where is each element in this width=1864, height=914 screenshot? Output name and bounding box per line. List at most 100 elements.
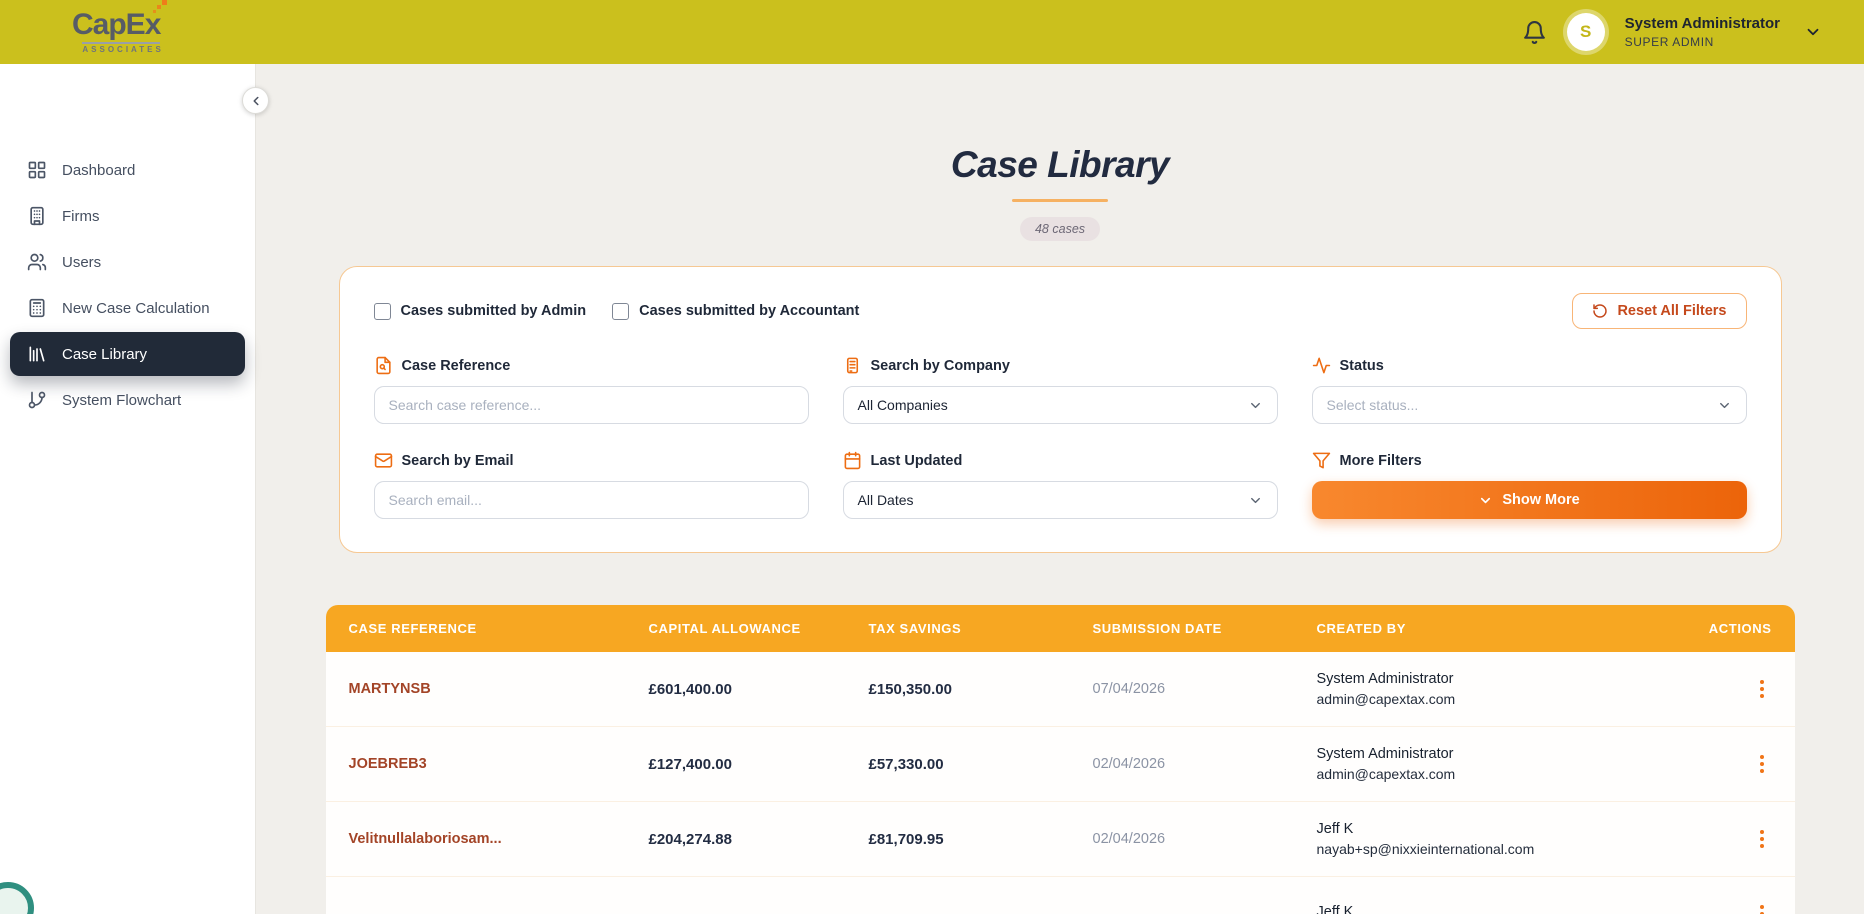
column-header-case-reference: CASE REFERENCE bbox=[348, 621, 477, 636]
created-by-cell: System Administrator admin@capextax.com bbox=[1317, 746, 1708, 782]
checkbox-label: Cases submitted by Accountant bbox=[639, 303, 860, 319]
created-by-email: nayab+sp@nixxieinternational.com bbox=[1316, 841, 1535, 857]
show-more-button[interactable]: Show More bbox=[1311, 481, 1747, 519]
created-by-cell: System Administrator admin@capextax.com bbox=[1317, 671, 1708, 707]
sidebar-item-system-flowchart[interactable]: System Flowchart bbox=[10, 378, 245, 422]
field-label: Last Updated bbox=[870, 452, 963, 469]
cases-table: CASE REFERENCE CAPITAL ALLOWANCE TAX SAV… bbox=[325, 605, 1795, 914]
sidebar-item-new-case-calculation[interactable]: New Case Calculation bbox=[10, 286, 245, 330]
avatar[interactable]: S bbox=[1566, 13, 1605, 51]
table-row: Jeff K bbox=[325, 877, 1795, 914]
accountant-checkbox[interactable] bbox=[612, 302, 630, 320]
sidebar-item-case-library[interactable]: Case Library bbox=[10, 332, 245, 376]
email-input[interactable] bbox=[388, 492, 794, 508]
row-actions-kebab-icon[interactable] bbox=[1752, 749, 1772, 779]
created-by-name: System Administrator bbox=[1316, 671, 1454, 687]
tax-savings-value: £81,709.95 bbox=[868, 830, 944, 848]
column-header-submission-date: SUBMISSION DATE bbox=[1092, 621, 1222, 636]
chevron-down-icon bbox=[1248, 398, 1263, 413]
table-row: Velitnullalaboriosam... £204,274.88 £81,… bbox=[325, 802, 1795, 877]
capital-allowance-value: £601,400.00 bbox=[648, 680, 732, 698]
rotate-ccw-icon bbox=[1592, 303, 1608, 319]
column-header-tax-savings: TAX SAVINGS bbox=[868, 621, 962, 636]
table-row: JOEBREB3 £127,400.00 £57,330.00 02/04/20… bbox=[325, 727, 1795, 802]
sidebar-item-label: New Case Calculation bbox=[62, 299, 210, 317]
created-by-name: Jeff K bbox=[1316, 821, 1354, 837]
row-actions-kebab-icon[interactable] bbox=[1752, 674, 1772, 704]
created-by-cell: Jeff K bbox=[1317, 904, 1708, 914]
filter-field-last-updated: Last Updated All Dates bbox=[842, 451, 1278, 519]
row-actions-kebab-icon[interactable] bbox=[1752, 899, 1772, 914]
column-header-actions: ACTIONS bbox=[1708, 621, 1772, 636]
created-by-name: System Administrator bbox=[1316, 746, 1454, 762]
notification-bell-icon[interactable] bbox=[1522, 20, 1547, 45]
case-reference-link[interactable]: JOEBREB3 bbox=[348, 756, 427, 772]
sidebar-item-firms[interactable]: Firms bbox=[10, 194, 245, 238]
topbar: CapEx Associates S System Administrator … bbox=[0, 0, 1864, 64]
case-reference-input-wrap bbox=[373, 386, 809, 424]
case-reference-link[interactable]: MARTYNSB bbox=[348, 681, 431, 697]
checkbox-cases-submitted-by-accountant[interactable]: Cases submitted by Accountant bbox=[612, 302, 860, 320]
field-label: Status bbox=[1339, 357, 1384, 374]
chevron-down-icon bbox=[1248, 493, 1263, 508]
status-select[interactable]: Select status... bbox=[1311, 386, 1747, 424]
company-select[interactable]: All Companies bbox=[842, 386, 1278, 424]
sidebar-item-users[interactable]: Users bbox=[10, 240, 245, 284]
submission-date-value: 02/04/2026 bbox=[1092, 756, 1166, 772]
filter-panel: Cases submitted by Admin Cases submitted… bbox=[338, 266, 1782, 553]
logo-tagline: Associates bbox=[82, 42, 161, 54]
user-menu-chevron-down-icon[interactable] bbox=[1804, 23, 1822, 41]
case-count-badge: 48 cases bbox=[1019, 217, 1101, 241]
logo-x: x bbox=[145, 0, 168, 41]
created-by-email: admin@capextax.com bbox=[1316, 766, 1456, 782]
case-reference-input[interactable] bbox=[388, 397, 794, 413]
avatar-letter: S bbox=[1580, 22, 1592, 41]
case-reference-link[interactable]: Velitnullalaboriosam... bbox=[348, 831, 502, 847]
file-search-icon bbox=[374, 356, 393, 375]
admin-checkbox[interactable] bbox=[373, 302, 391, 320]
status-select-placeholder: Select status... bbox=[1326, 397, 1419, 413]
capital-allowance-value: £127,400.00 bbox=[648, 755, 732, 773]
table-row: MARTYNSB £601,400.00 £150,350.00 07/04/2… bbox=[325, 652, 1795, 727]
sidebar-item-label: Case Library bbox=[62, 345, 148, 363]
tax-savings-value: £150,350.00 bbox=[868, 680, 952, 698]
chevron-down-icon bbox=[1717, 398, 1732, 413]
logo-pixel-dot bbox=[162, 0, 168, 5]
company-select-value: All Companies bbox=[857, 397, 948, 413]
library-icon bbox=[27, 344, 47, 364]
column-header-created-by: CREATED BY bbox=[1316, 621, 1407, 636]
field-label: Search by Company bbox=[870, 357, 1010, 374]
company-building-icon bbox=[843, 356, 862, 375]
last-updated-select-value: All Dates bbox=[857, 492, 914, 508]
capex-logo: CapEx Associates bbox=[72, 0, 168, 54]
row-actions-kebab-icon[interactable] bbox=[1752, 824, 1772, 854]
dashboard-grid-icon bbox=[27, 160, 47, 180]
checkbox-cases-submitted-by-admin[interactable]: Cases submitted by Admin bbox=[373, 302, 586, 320]
mail-icon bbox=[374, 451, 393, 470]
email-input-wrap bbox=[373, 481, 809, 519]
page-title: Case Library bbox=[950, 144, 1170, 185]
users-icon bbox=[27, 252, 47, 272]
submission-date-value: 07/04/2026 bbox=[1092, 681, 1166, 697]
sidebar-item-dashboard[interactable]: Dashboard bbox=[10, 148, 245, 192]
filter-field-status: Status Select status... bbox=[1311, 356, 1747, 424]
sidebar-collapse-button[interactable] bbox=[242, 87, 269, 114]
logo-text: CapE bbox=[72, 8, 146, 41]
chevron-down-icon bbox=[1478, 493, 1493, 508]
field-label: More Filters bbox=[1339, 452, 1422, 469]
filter-field-case-reference: Case Reference bbox=[373, 356, 809, 424]
submission-date-value: 02/04/2026 bbox=[1092, 831, 1166, 847]
chat-widget-decoration[interactable] bbox=[0, 882, 34, 914]
last-updated-select[interactable]: All Dates bbox=[842, 481, 1278, 519]
reset-all-filters-button[interactable]: Reset All Filters bbox=[1572, 293, 1747, 329]
tax-savings-value: £57,330.00 bbox=[868, 755, 944, 773]
filter-field-company: Search by Company All Companies bbox=[842, 356, 1278, 424]
git-branch-icon bbox=[27, 390, 47, 410]
created-by-cell: Jeff K nayab+sp@nixxieinternational.com bbox=[1317, 821, 1708, 857]
field-label: Case Reference bbox=[401, 357, 511, 374]
user-name: System Administrator bbox=[1624, 15, 1780, 32]
filter-field-more-filters: More Filters Show More bbox=[1311, 451, 1747, 519]
sidebar-item-label: Users bbox=[62, 253, 102, 271]
table-header-row: CASE REFERENCE CAPITAL ALLOWANCE TAX SAV… bbox=[325, 605, 1795, 652]
logo-pixel-dot bbox=[157, 5, 162, 9]
